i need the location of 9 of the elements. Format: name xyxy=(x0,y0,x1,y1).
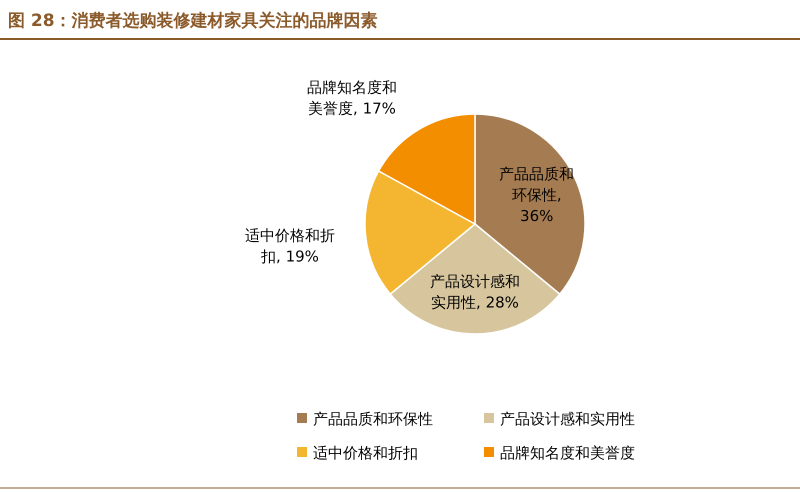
legend-label: 产品设计感和实用性 xyxy=(500,410,635,428)
data-label: 产品品质和环保性, 36% xyxy=(499,164,574,225)
legend-label: 产品品质和环保性 xyxy=(313,410,433,428)
legend-label: 适中价格和折扣 xyxy=(313,444,418,462)
data-label: 适中价格和折扣, 19% xyxy=(245,226,335,266)
data-label: 产品设计感和实用性, 28% xyxy=(430,272,520,312)
legend-label: 品牌知名度和美誉度 xyxy=(500,444,635,462)
chart-title: 图 28：消费者选购装修建材家具关注的品牌因素 xyxy=(8,11,378,31)
data-label: 品牌知名度和美誉度, 17% xyxy=(307,78,397,118)
